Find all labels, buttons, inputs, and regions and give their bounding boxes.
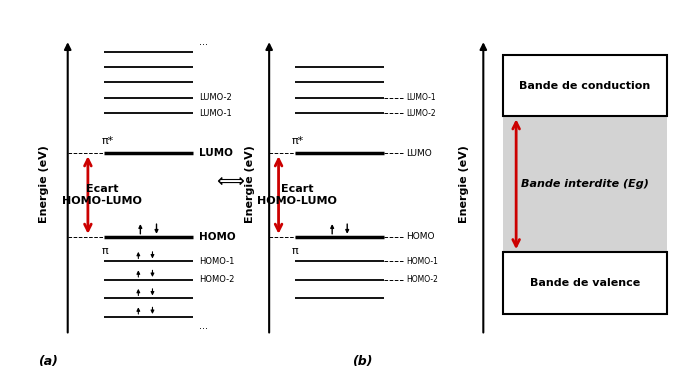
Text: LUMO-1: LUMO-1: [199, 109, 232, 118]
Text: π*: π*: [291, 136, 304, 146]
Text: π: π: [102, 246, 109, 256]
Text: (b): (b): [352, 355, 373, 368]
Bar: [503, 55, 667, 117]
Text: HOMO: HOMO: [199, 232, 235, 242]
Text: Bande de valence: Bande de valence: [530, 278, 640, 288]
Text: LUMO-2: LUMO-2: [199, 93, 232, 102]
Text: Energie (eV): Energie (eV): [38, 145, 49, 223]
Text: LUMO-1: LUMO-1: [406, 93, 436, 102]
Text: (a): (a): [38, 355, 58, 368]
Text: HOMO-1: HOMO-1: [406, 257, 438, 266]
Text: HOMO-2: HOMO-2: [199, 275, 234, 284]
Text: $\Longleftrightarrow$: $\Longleftrightarrow$: [213, 171, 246, 190]
Text: π*: π*: [102, 136, 114, 146]
Text: ...: ...: [199, 321, 208, 331]
Text: LUMO: LUMO: [406, 149, 432, 158]
Bar: [503, 117, 667, 252]
Text: HOMO: HOMO: [406, 232, 435, 241]
Text: π: π: [291, 246, 298, 256]
Text: ...: ...: [199, 37, 208, 47]
Text: Energie (eV): Energie (eV): [246, 145, 255, 223]
Text: Ecart
HOMO-LUMO: Ecart HOMO-LUMO: [257, 184, 337, 206]
Text: Bande interdite (Eg): Bande interdite (Eg): [521, 179, 649, 189]
Text: Bande de conduction: Bande de conduction: [519, 80, 650, 91]
Text: LUMO-2: LUMO-2: [406, 109, 436, 118]
Text: HOMO-1: HOMO-1: [199, 257, 234, 266]
Text: Energie (eV): Energie (eV): [458, 145, 469, 223]
Text: HOMO-2: HOMO-2: [406, 275, 438, 284]
Text: LUMO: LUMO: [199, 149, 233, 158]
Bar: [503, 252, 667, 314]
Text: Ecart
HOMO-LUMO: Ecart HOMO-LUMO: [62, 184, 142, 206]
